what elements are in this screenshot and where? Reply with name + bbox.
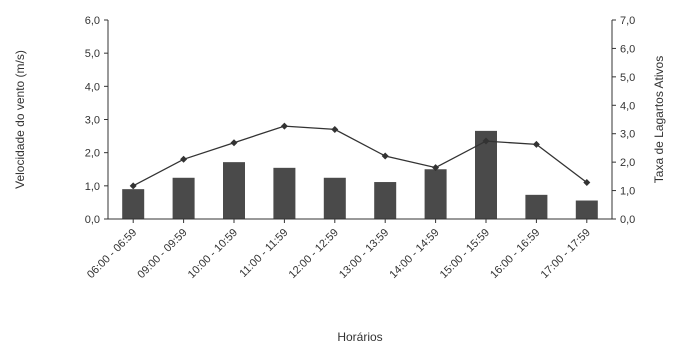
right-tick-label: 5,0 [620, 72, 635, 84]
bar [122, 189, 145, 219]
line-point [230, 139, 238, 147]
line-point [129, 182, 137, 190]
left-tick-label: 2,0 [85, 148, 100, 160]
x-tick-label: 13:00 - 13:59 [337, 227, 391, 281]
left-tick-label: 6,0 [85, 15, 100, 27]
bar [374, 182, 397, 219]
right-tick-label: 0,0 [620, 214, 635, 226]
bar [575, 200, 598, 219]
bar [323, 177, 346, 219]
line-path [132, 125, 588, 187]
line-point [432, 164, 440, 172]
left-tick-label: 3,0 [85, 115, 100, 127]
line-point [482, 137, 490, 145]
left-axis-title: Velocidade do vento (m/s) [13, 50, 27, 189]
line-point [583, 179, 591, 187]
x-tick-label: 12:00 - 12:59 [287, 227, 341, 281]
line-point [280, 122, 288, 130]
left-axis-ticks: 0,0 1,0 2,0 3,0 4,0 5,0 6,0 [85, 15, 108, 226]
x-tick-label: 11:00 - 11:59 [237, 227, 290, 280]
line-point [381, 152, 389, 160]
line-point [180, 155, 188, 163]
line-series [129, 122, 591, 190]
bar [273, 167, 296, 219]
x-tick-label: 15:00 - 15:59 [438, 227, 492, 281]
bar [475, 130, 497, 219]
right-tick-label: 3,0 [620, 129, 635, 141]
x-tick-label: 14:00 - 14:59 [387, 227, 441, 281]
x-tick-label: 16:00 - 16:59 [488, 227, 542, 281]
bar-series [122, 130, 598, 219]
bar [223, 162, 245, 219]
x-tick-label: 10:00 - 10:59 [186, 227, 240, 281]
bar [172, 177, 195, 219]
right-tick-label: 4,0 [620, 100, 635, 112]
x-tick-label: 17:00 - 17:59 [539, 227, 593, 281]
line-point [532, 140, 540, 148]
bar [424, 169, 447, 219]
right-tick-label: 1,0 [620, 186, 635, 198]
left-tick-label: 0,0 [85, 214, 100, 226]
bar [525, 194, 548, 219]
right-tick-label: 2,0 [620, 157, 635, 169]
left-tick-label: 4,0 [85, 81, 100, 93]
right-tick-label: 7,0 [620, 15, 635, 27]
line-point [331, 125, 339, 133]
x-tick-label: 06:00 - 06:59 [85, 227, 139, 281]
left-tick-label: 5,0 [85, 48, 100, 60]
x-tick-label: 09:00 - 09:59 [135, 227, 189, 281]
right-axis-ticks: 0,0 1,0 2,0 3,0 4,0 5,0 6,0 7,0 [612, 15, 635, 226]
left-tick-label: 1,0 [85, 181, 100, 193]
x-axis-title: Horários [337, 330, 382, 344]
right-tick-label: 6,0 [620, 43, 635, 55]
right-axis-title: Taxa de Lagartos Ativos [652, 56, 666, 183]
